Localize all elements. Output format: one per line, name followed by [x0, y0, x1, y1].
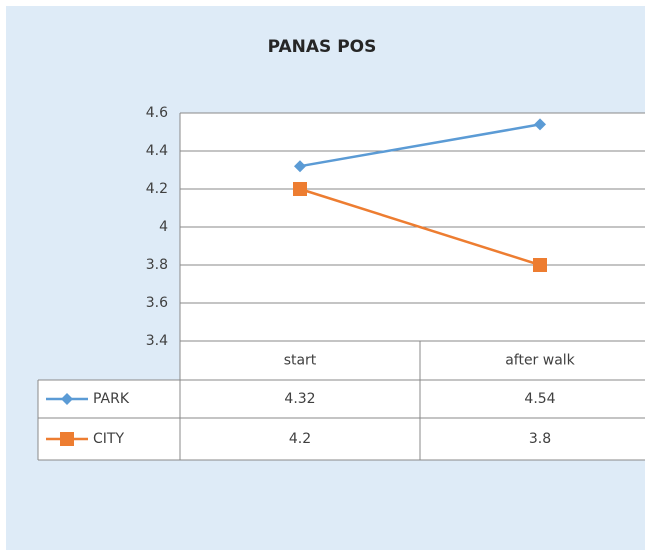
table-value: 4.2	[289, 431, 311, 447]
y-tick-label: 3.6	[146, 295, 168, 311]
legend-label: PARK	[93, 391, 130, 407]
legend-label: CITY	[93, 431, 124, 447]
x-tick-label: start	[284, 353, 317, 369]
y-tick-label: 4.4	[146, 143, 168, 159]
y-tick-label: 3.4	[146, 333, 168, 349]
y-tick-label: 4.6	[146, 105, 168, 121]
marker	[60, 432, 74, 446]
series-line	[299, 123, 541, 168]
marker	[61, 393, 73, 405]
y-tick-label: 3.8	[146, 257, 168, 273]
series-line	[299, 187, 541, 267]
marker	[294, 160, 306, 173]
chart-title: PANAS POS	[268, 37, 377, 57]
table-header	[180, 341, 645, 380]
y-tick-label: 4	[159, 219, 168, 235]
table-value: 4.32	[284, 391, 315, 407]
marker	[533, 258, 547, 272]
marker	[534, 118, 546, 131]
y-tick-label: 4.2	[146, 181, 168, 197]
table-value: 4.54	[524, 391, 555, 407]
marker	[293, 182, 307, 196]
x-tick-label: after walk	[505, 353, 575, 369]
table-value: 3.8	[529, 431, 551, 447]
table-body	[38, 380, 645, 460]
